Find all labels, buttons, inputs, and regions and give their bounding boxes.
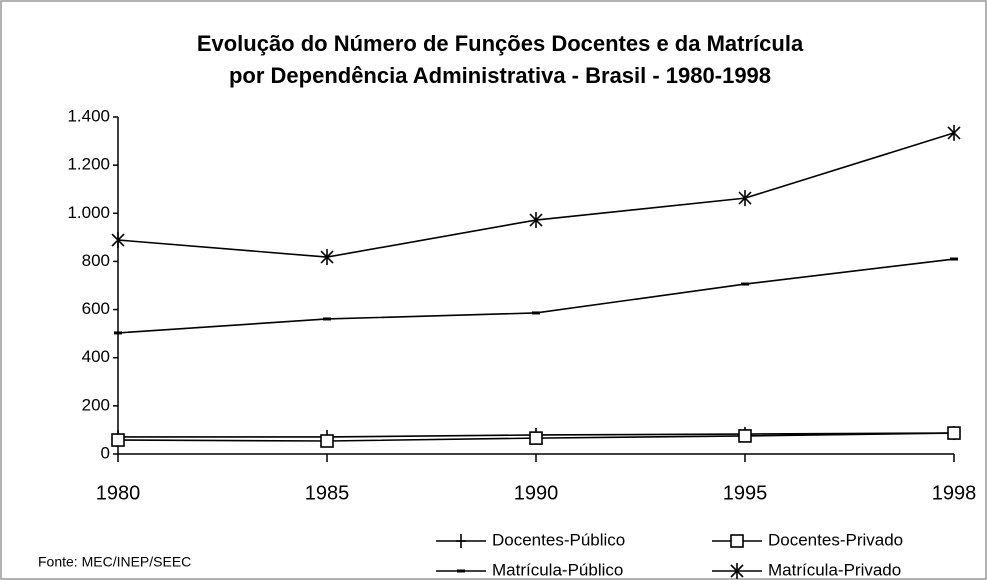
y-tick-label: 400 (82, 347, 110, 366)
marker (456, 534, 466, 548)
marker (529, 431, 543, 445)
marker (111, 232, 125, 249)
legend-label: Docentes-Público (492, 530, 625, 549)
marker-box (529, 431, 543, 445)
marker (947, 124, 961, 141)
x-tick-label: 1998 (932, 482, 977, 504)
chart-title: Evolução do Número de Funções Docentes e… (197, 31, 804, 56)
marker (730, 534, 744, 548)
y-tick-label: 800 (82, 251, 110, 270)
y-tick-label: 200 (82, 395, 110, 414)
chart-title: por Dependência Administrativa - Brasil … (229, 63, 771, 88)
marker (320, 249, 334, 266)
x-tick-label: 1995 (723, 482, 768, 504)
source-note: Fonte: MEC/INEP/SEEC (38, 554, 191, 570)
legend-label: Matrícula-Público (492, 560, 623, 579)
y-tick-label: 600 (82, 299, 110, 318)
marker-box (947, 426, 961, 440)
legend-label: Matrícula-Privado (768, 560, 901, 579)
y-tick-label: 1.200 (67, 155, 110, 174)
x-tick-label: 1990 (514, 482, 559, 504)
marker-box (730, 534, 744, 548)
marker (738, 190, 752, 207)
legend-label: Docentes-Privado (768, 530, 903, 549)
x-tick-label: 1985 (305, 482, 350, 504)
marker (320, 434, 334, 448)
marker-box (111, 433, 125, 447)
x-tick-label: 1980 (96, 482, 141, 504)
marker-box (738, 429, 752, 443)
y-tick-label: 1.400 (67, 106, 110, 125)
marker-box (320, 434, 334, 448)
y-tick-label: 0 (101, 443, 110, 462)
marker (730, 563, 744, 579)
marker (529, 212, 543, 229)
marker (738, 429, 752, 443)
marker (111, 433, 125, 447)
y-tick-label: 1.000 (67, 203, 110, 222)
marker (947, 426, 961, 440)
